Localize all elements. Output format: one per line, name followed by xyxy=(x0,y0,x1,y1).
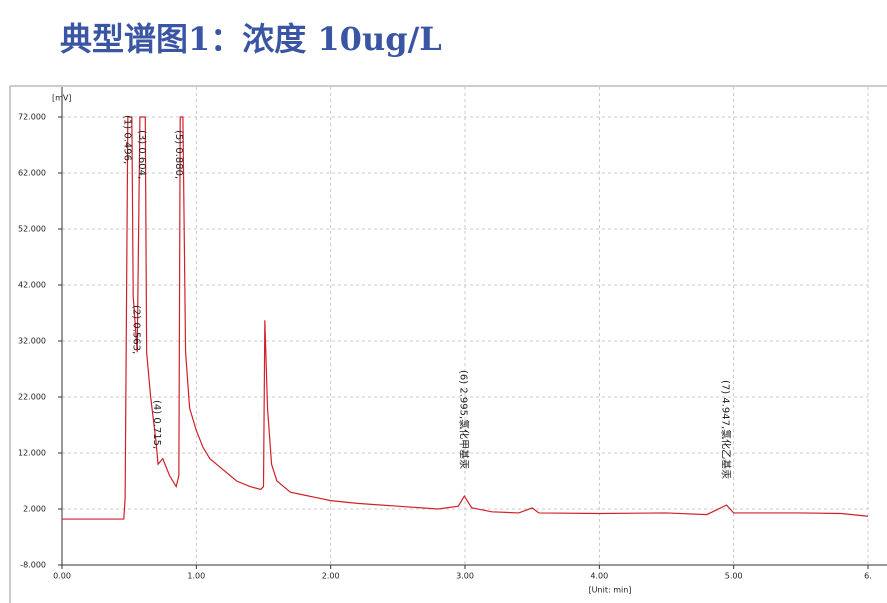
peak-annotation: (1) 0.496, xyxy=(122,115,133,164)
signal-line xyxy=(62,116,869,520)
peak-annotation: (7) 4.947,氯化乙基汞 xyxy=(720,380,733,479)
y-tick-label: 2.000 xyxy=(23,505,46,514)
y-tick-label: 62.000 xyxy=(18,169,46,178)
chart-title: 典型谱图1：浓度 10ug/L xyxy=(60,20,442,58)
x-tick-label: 2.00 xyxy=(322,572,340,581)
y-tick-label: -8.000 xyxy=(20,561,46,570)
peak-annotation: (4) 0.715, xyxy=(151,400,162,449)
x-tick-label: 4.00 xyxy=(590,572,608,581)
y-tick-label: 52.000 xyxy=(18,225,46,234)
x-tick-label: 1.00 xyxy=(187,572,205,581)
x-tick-label: 6. xyxy=(864,572,872,581)
peak-annotation: (5) 0.880, xyxy=(173,130,184,179)
x-tick-label: 5.00 xyxy=(725,572,743,581)
peak-annotation: (6) 2.995,氯化甲基汞 xyxy=(457,370,470,469)
y-tick-label: 72.000 xyxy=(18,113,46,122)
y-tick-label: 42.000 xyxy=(18,281,46,290)
y-tick-label: 22.000 xyxy=(18,393,46,402)
peak-annotation: (2) 0.563, xyxy=(131,305,142,354)
y-tick-label: 32.000 xyxy=(18,337,46,346)
y-tick-label: 12.000 xyxy=(18,449,46,458)
x-axis-label: [Unit: min] xyxy=(589,586,632,595)
peak-annotation: (3) 0.604, xyxy=(136,130,147,179)
x-tick-label: 3.00 xyxy=(456,572,474,581)
x-tick-label: 0.00 xyxy=(53,572,71,581)
